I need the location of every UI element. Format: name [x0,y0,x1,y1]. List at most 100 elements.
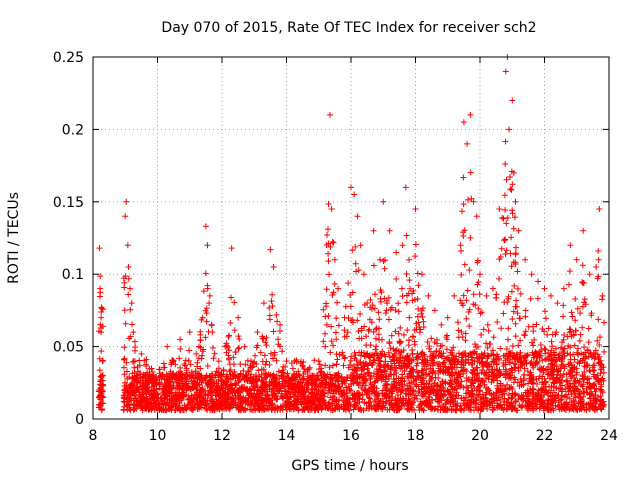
roti-point [457,407,464,414]
roti-point [122,320,129,327]
roti-point [513,297,520,304]
roti-point [376,362,383,369]
roti-point [406,277,413,284]
roti-point [558,355,565,362]
roti-point [236,344,243,351]
roti-point [388,332,395,339]
roti-point [542,356,549,363]
roti-sample-point [406,256,413,263]
roti-point [325,250,332,257]
roti-point [156,385,163,392]
roti-point [367,296,374,303]
roti-point [568,362,575,369]
roti-point [333,315,340,322]
roti-sample-point [506,126,513,133]
roti-point [455,327,462,334]
roti-point [538,347,545,354]
roti-point [462,330,469,337]
roti-point [566,395,573,402]
roti-sample-point [586,271,593,278]
roti-point [466,323,473,330]
roti-point [270,328,277,335]
roti-point [193,386,200,393]
roti-point [517,376,524,383]
roti-point [375,309,382,316]
roti-point [266,304,273,311]
roti-sample-point [96,245,103,252]
roti-point [472,341,479,348]
roti-point [204,380,211,387]
roti-point [412,241,419,248]
roti-point [156,366,163,373]
roti-sample-point [496,206,503,213]
roti-point [345,280,352,287]
roti-point [324,231,331,238]
roti-point [235,333,242,340]
roti-point [560,370,567,377]
roti-point [601,319,608,326]
roti-sample-point [122,213,129,220]
y-tick-label: 0.1 [62,267,84,283]
roti-point [395,300,402,307]
roti-point [428,335,435,342]
roti-point [209,344,216,351]
roti-point [231,327,238,334]
roti-point [458,247,465,254]
roti-point [235,379,242,386]
roti-point [553,357,560,364]
roti-point [576,337,583,344]
roti-point [127,306,134,313]
roti-point [97,273,104,280]
roti-point [594,337,601,344]
roti-point [544,331,551,338]
roti-point [406,314,413,321]
roti-point [357,310,364,317]
roti-point [597,370,604,377]
roti-point [527,295,534,302]
roti-point [295,368,302,375]
roti-point [383,307,390,314]
roti-point [375,331,382,338]
roti-point [353,268,360,275]
roti-point [419,313,426,320]
roti-point [416,329,423,336]
roti-sample-point [457,242,464,249]
roti-sample-point [235,314,242,321]
roti-sample-point [460,119,467,126]
roti-point [224,393,231,400]
roti-point [258,366,265,373]
roti-point [560,302,567,309]
roti-point [377,295,384,302]
roti-point [332,329,339,336]
roti-point [341,354,348,361]
roti-point [581,299,588,306]
roti-point [493,291,500,298]
roti-point [190,372,197,379]
roti-point [568,309,575,316]
roti-point [537,342,544,349]
roti-point [365,328,372,335]
roti-point [425,370,432,377]
roti-point [466,266,473,273]
roti-point [416,372,423,379]
roti-point [408,379,415,386]
roti-point [263,358,270,365]
roti-point [211,350,218,357]
roti-point [206,292,213,299]
roti-point [470,291,477,298]
roti-point [227,319,234,326]
roti-point [252,352,259,359]
roti-point [396,359,403,366]
roti-sample-point [270,263,277,270]
roti-point [367,375,374,382]
roti-sample-point [186,329,193,336]
roti-point [355,328,362,335]
roti-sample-point [327,111,334,118]
roti-point [601,348,608,355]
roti-point [427,353,434,360]
roti-point [475,279,482,286]
roti-point [513,244,520,251]
roti-point [382,310,389,317]
roti-point [121,307,128,314]
roti-point [413,320,420,327]
